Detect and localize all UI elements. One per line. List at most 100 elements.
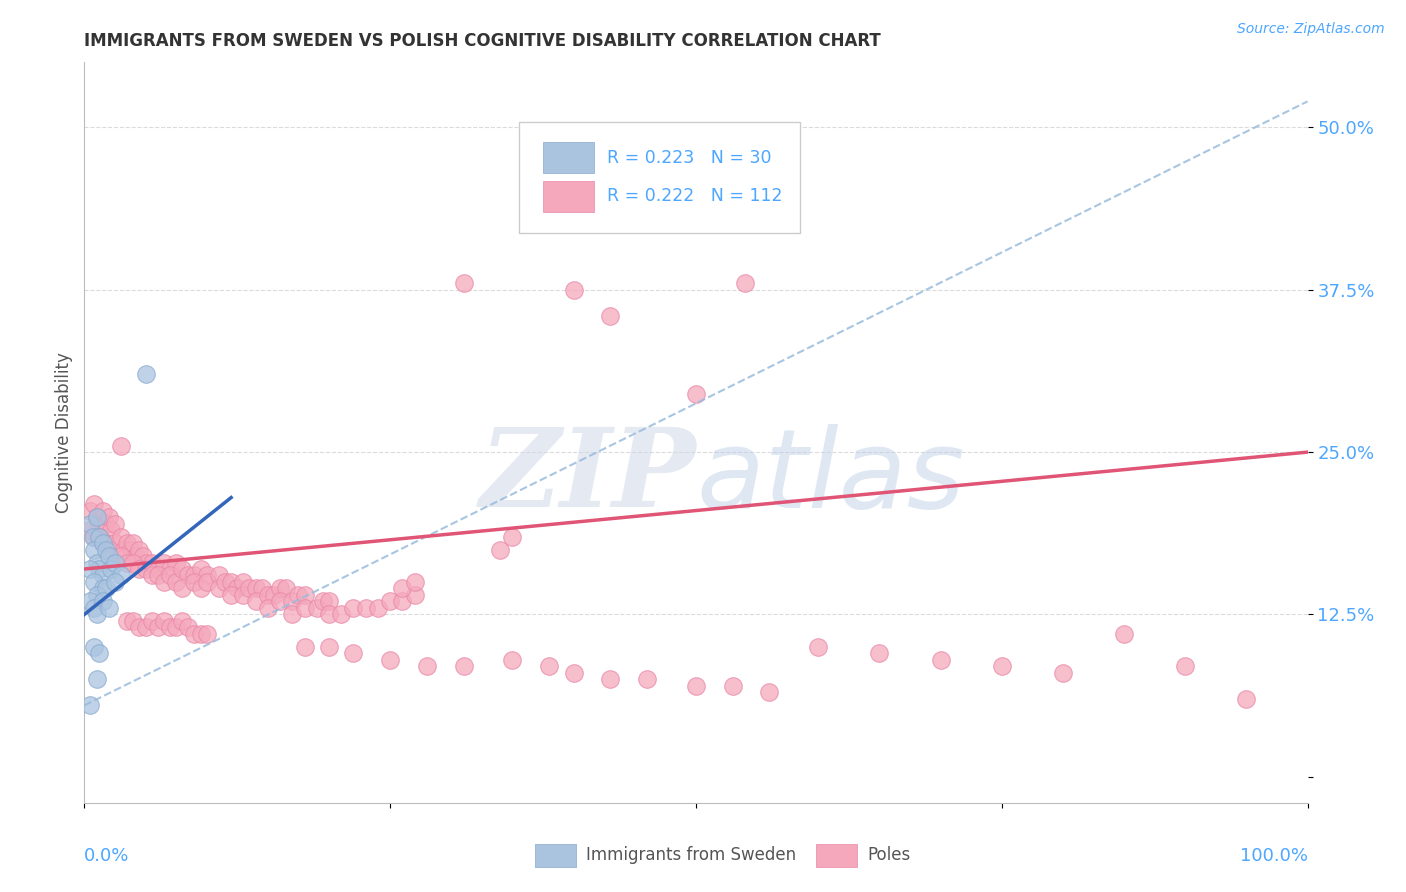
Point: [208, 568, 231, 582]
Point: [238, 582, 260, 596]
Point: [502, 529, 524, 543]
Point: [110, 568, 132, 582]
Point: [97, 549, 120, 563]
Point: [562, 665, 585, 680]
Point: [97, 510, 120, 524]
Point: [172, 562, 194, 576]
Point: [183, 574, 205, 589]
Point: [1236, 692, 1258, 706]
Point: [115, 614, 138, 628]
Point: [96, 582, 118, 596]
Point: [195, 568, 218, 582]
Text: R = 0.223   N = 30: R = 0.223 N = 30: [606, 149, 770, 167]
Point: [112, 542, 135, 557]
Point: [91, 536, 114, 550]
Point: [1052, 665, 1074, 680]
Point: [100, 523, 122, 537]
Point: [135, 367, 157, 381]
Point: [146, 568, 169, 582]
Point: [453, 659, 475, 673]
Point: [91, 536, 114, 550]
Point: [281, 607, 304, 622]
Point: [276, 582, 298, 596]
Point: [135, 620, 157, 634]
Point: [83, 542, 105, 557]
Point: [367, 601, 389, 615]
Text: Poles: Poles: [868, 847, 911, 864]
Point: [269, 594, 291, 608]
Point: [141, 614, 163, 628]
Point: [294, 588, 316, 602]
Point: [195, 574, 218, 589]
Point: [404, 574, 426, 589]
Point: [190, 562, 212, 576]
Point: [318, 640, 340, 654]
Point: [354, 601, 377, 615]
Point: [269, 582, 291, 596]
Point: [391, 594, 413, 608]
Point: [132, 549, 155, 563]
Point: [232, 574, 254, 589]
Point: [453, 277, 475, 291]
Point: [86, 673, 108, 687]
Point: [342, 647, 364, 661]
Point: [263, 588, 285, 602]
Y-axis label: Cognitive Disability: Cognitive Disability: [55, 352, 73, 513]
Point: [104, 574, 127, 589]
Point: [153, 614, 176, 628]
Point: [758, 685, 780, 699]
FancyBboxPatch shape: [534, 844, 576, 867]
Point: [128, 562, 150, 576]
Point: [91, 594, 114, 608]
Point: [1174, 659, 1197, 673]
Point: [83, 640, 105, 654]
Text: Source: ZipAtlas.com: Source: ZipAtlas.com: [1237, 22, 1385, 37]
Point: [86, 510, 108, 524]
Point: [281, 594, 304, 608]
Point: [685, 386, 707, 401]
Point: [153, 574, 176, 589]
Point: [97, 601, 120, 615]
Point: [87, 529, 110, 543]
Point: [159, 562, 181, 576]
Point: [96, 542, 118, 557]
Point: [318, 607, 340, 622]
Point: [232, 588, 254, 602]
Point: [599, 309, 621, 323]
Point: [312, 594, 335, 608]
Point: [219, 588, 242, 602]
Point: [87, 647, 110, 661]
Point: [214, 574, 236, 589]
Point: [245, 594, 267, 608]
Point: [87, 529, 110, 543]
Point: [172, 614, 194, 628]
Point: [245, 582, 267, 596]
Point: [318, 594, 340, 608]
Point: [96, 536, 118, 550]
Point: [135, 562, 157, 576]
Point: [183, 627, 205, 641]
Point: [79, 503, 101, 517]
Point: [599, 673, 621, 687]
Point: [83, 529, 105, 543]
Point: [125, 549, 148, 563]
Point: [380, 653, 402, 667]
Point: [190, 582, 212, 596]
Point: [685, 679, 707, 693]
Point: [305, 601, 328, 615]
Point: [869, 647, 891, 661]
Point: [294, 640, 316, 654]
Point: [287, 588, 309, 602]
Point: [79, 523, 101, 537]
Point: [404, 588, 426, 602]
Point: [82, 529, 104, 543]
Point: [146, 620, 169, 634]
Point: [87, 562, 110, 576]
Point: [165, 574, 187, 589]
Point: [538, 659, 561, 673]
Point: [79, 698, 101, 713]
Point: [83, 601, 105, 615]
Point: [330, 607, 353, 622]
Point: [165, 620, 187, 634]
Point: [226, 582, 249, 596]
